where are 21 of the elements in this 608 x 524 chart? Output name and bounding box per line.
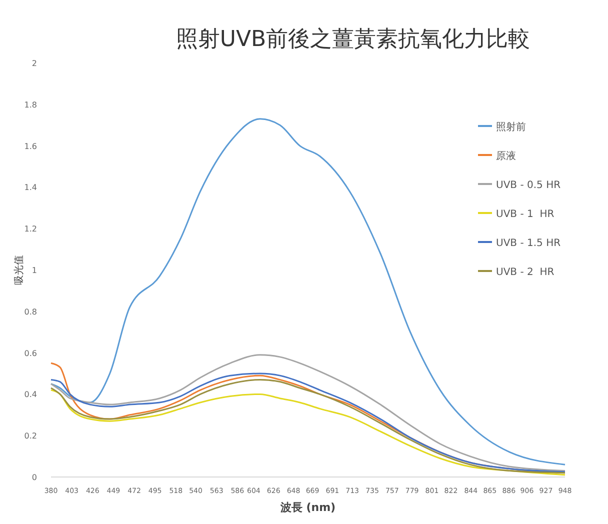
legend-label: UVB - 2 HR xyxy=(496,267,554,278)
y-tick-label: 0.8 xyxy=(24,307,37,316)
chart-title: 照射UVB前後之薑黃素抗氧化力比較 xyxy=(176,27,530,52)
y-tick-label: 0 xyxy=(32,473,37,482)
y-tick-label: 1.2 xyxy=(24,224,37,234)
x-axis-title: 波長 (nm) xyxy=(279,501,336,514)
line-series xyxy=(50,118,566,466)
y-tick-label: 1.6 xyxy=(24,142,37,151)
legend-label: UVB - 0.5 HR xyxy=(496,180,561,191)
y-tick-label: 1.4 xyxy=(24,183,37,192)
legend-label: 原液 xyxy=(496,150,516,162)
legend-label: UVB - 1 HR xyxy=(496,209,554,220)
legend-label: 照射前 xyxy=(496,121,526,133)
legend-label: UVB - 1.5 HR xyxy=(496,238,561,249)
y-tick-label: 0.2 xyxy=(24,432,37,441)
y-tick-label: 2 xyxy=(32,59,37,68)
y-tick-label: 0.4 xyxy=(24,390,37,400)
y-tick-label: 1 xyxy=(32,266,37,275)
y-axis-title: 吸光值 xyxy=(13,255,25,285)
y-tick-label: 1.8 xyxy=(24,100,37,110)
y-tick-label: 0.6 xyxy=(24,348,37,358)
